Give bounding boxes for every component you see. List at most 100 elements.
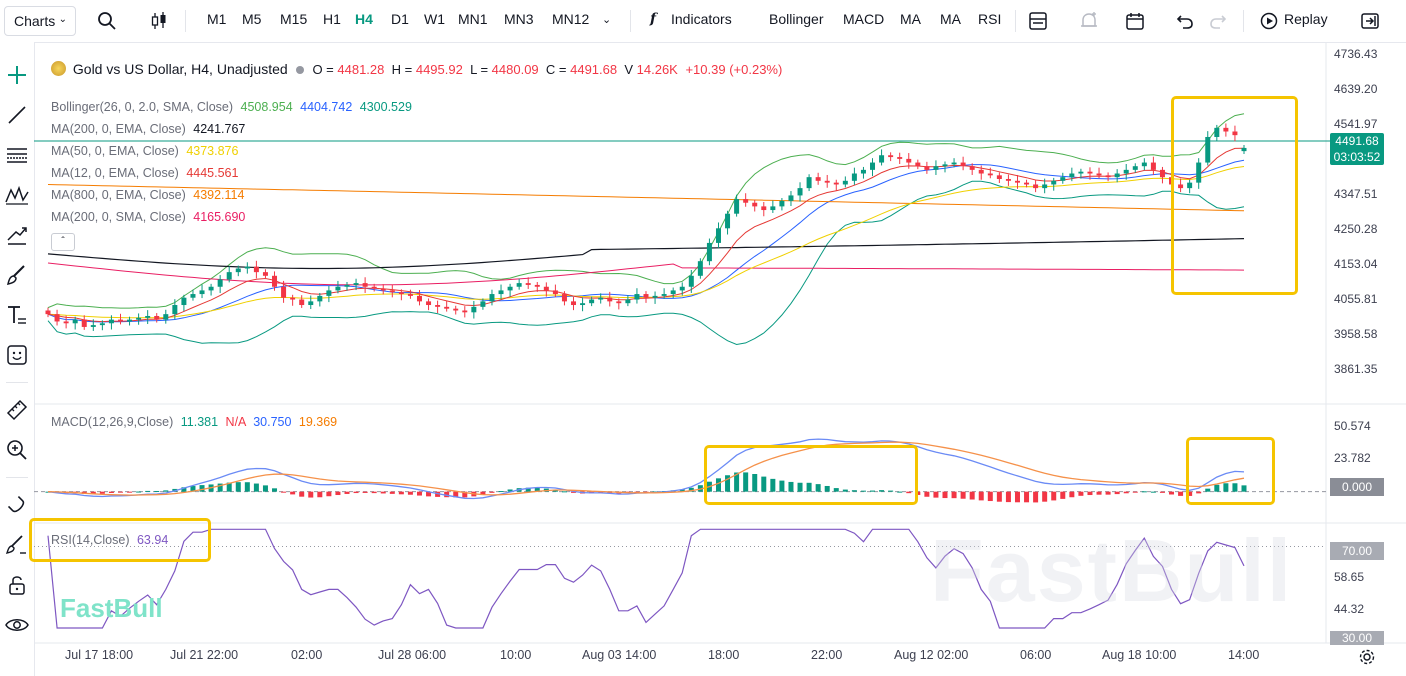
toolbar-divider bbox=[630, 10, 631, 32]
candle-body bbox=[335, 286, 341, 291]
indicators-button[interactable]: Indicators bbox=[671, 11, 732, 27]
macd-histogram-bar bbox=[1150, 491, 1156, 493]
charts-menu-button[interactable]: Charts ⌄ bbox=[4, 6, 76, 36]
close-value: 4491.68 bbox=[570, 62, 618, 77]
macd-histogram-bar bbox=[924, 491, 930, 497]
macd-histogram-bar bbox=[634, 491, 640, 493]
candle-body bbox=[987, 173, 993, 176]
chart-settings-gear-icon[interactable] bbox=[1358, 648, 1376, 666]
zoom-in-icon[interactable] bbox=[4, 437, 30, 463]
timeframe-mn3[interactable]: MN3 bbox=[504, 11, 534, 27]
candle-body bbox=[734, 199, 740, 214]
macd-histogram-bar bbox=[317, 491, 323, 498]
indicator-legend-ema12[interactable]: MA(12, 0, EMA, Close) 4445.561 bbox=[51, 166, 239, 180]
macd-histogram-bar bbox=[380, 491, 386, 494]
eraser-brush-icon[interactable] bbox=[4, 532, 30, 558]
macd-histogram-bar bbox=[534, 487, 540, 492]
candle-body bbox=[915, 162, 921, 167]
candle-body bbox=[489, 294, 495, 302]
timeframe-mn1[interactable]: MN1 bbox=[458, 11, 488, 27]
candle-body bbox=[1132, 166, 1138, 170]
candle-body bbox=[136, 317, 142, 320]
timeframe-w1[interactable]: W1 bbox=[424, 11, 445, 27]
indicator-legend-ema50[interactable]: MA(50, 0, EMA, Close) 4373.876 bbox=[51, 144, 239, 158]
ruler-icon[interactable] bbox=[4, 397, 30, 423]
indicator-legend-sma200[interactable]: MA(200, 0, SMA, Close) 4165.690 bbox=[51, 210, 246, 224]
macd-histogram-bar bbox=[1132, 491, 1138, 493]
lock-icon[interactable] bbox=[4, 572, 30, 598]
rsi-legend[interactable]: RSI(14,Close) 63.94 bbox=[51, 533, 169, 547]
macd-histogram-bar bbox=[652, 491, 658, 493]
alert-icon[interactable] bbox=[1078, 10, 1100, 32]
undo-icon[interactable] bbox=[1175, 11, 1195, 31]
indicator-bollinger-button[interactable]: Bollinger bbox=[769, 11, 824, 27]
candle-body bbox=[290, 297, 296, 300]
collapse-legend-button[interactable]: ˆ bbox=[51, 233, 75, 251]
symbol-title: Gold vs US Dollar, H4, Unadjusted bbox=[72, 61, 288, 77]
indicator-ma-button[interactable]: MA bbox=[900, 11, 921, 27]
timeframe-more-chevron-icon[interactable]: ⌄ bbox=[602, 14, 612, 26]
macd-histogram-bar bbox=[679, 489, 685, 492]
macd-histogram-bar bbox=[969, 491, 975, 500]
macd-histogram-bar bbox=[72, 491, 78, 494]
fib-retracement-icon[interactable] bbox=[4, 142, 30, 168]
trend-line-icon[interactable] bbox=[4, 102, 30, 128]
calendar-icon[interactable] bbox=[1124, 10, 1146, 32]
indicator-ma-button-2[interactable]: MA bbox=[940, 11, 961, 27]
macd-histogram-bar bbox=[335, 491, 341, 496]
macd-histogram-bar bbox=[235, 482, 241, 492]
crosshair-icon[interactable] bbox=[4, 62, 30, 88]
visibility-eye-icon[interactable] bbox=[4, 612, 30, 638]
text-tool-icon[interactable] bbox=[4, 302, 30, 328]
redo-icon[interactable] bbox=[1208, 11, 1228, 31]
candle-body bbox=[978, 169, 984, 174]
change-value: +10.39 (+0.23%) bbox=[685, 62, 783, 77]
timeframe-d1[interactable]: D1 bbox=[391, 11, 409, 27]
timeframe-h1[interactable]: H1 bbox=[323, 11, 341, 27]
candlestick-type-icon[interactable] bbox=[148, 10, 170, 32]
candle-body bbox=[380, 288, 386, 291]
search-icon[interactable] bbox=[97, 11, 117, 31]
timeframe-m5[interactable]: M5 bbox=[242, 11, 262, 27]
indicator-rsi-button[interactable]: RSI bbox=[978, 11, 1002, 27]
candle-body bbox=[697, 261, 703, 276]
timeframe-m1[interactable]: M1 bbox=[207, 11, 227, 27]
replay-icon[interactable] bbox=[1259, 11, 1279, 31]
gold-coin-icon bbox=[51, 61, 66, 76]
indicator-legend-bollinger[interactable]: Bollinger(26, 0, 2.0, SMA, Close) 4508.9… bbox=[51, 100, 412, 114]
replay-button[interactable]: Replay bbox=[1284, 11, 1328, 27]
toolbar-divider bbox=[1243, 10, 1244, 32]
rsi-axis-label: 44.32 bbox=[1334, 602, 1365, 616]
candle-body bbox=[607, 297, 613, 302]
macd-histogram-bar bbox=[960, 491, 966, 499]
indicator-legend-ema200[interactable]: MA(200, 0, EMA, Close) 4241.767 bbox=[51, 122, 246, 136]
volume-label: V bbox=[624, 62, 634, 77]
macd-legend[interactable]: MACD(12,26,9,Close) 11.381 N/A 30.750 19… bbox=[51, 415, 338, 429]
macd-histogram-bar bbox=[199, 485, 205, 492]
layout-icon[interactable] bbox=[1028, 11, 1048, 31]
timeframe-mn12[interactable]: MN12 bbox=[552, 11, 590, 27]
indicator-macd-button[interactable]: MACD bbox=[843, 11, 885, 27]
indicator-legend-ema800[interactable]: MA(800, 0, EMA, Close) 4392.114 bbox=[51, 188, 245, 202]
candle-body bbox=[299, 299, 305, 306]
macd-pane bbox=[34, 438, 1326, 503]
pattern-icon[interactable] bbox=[4, 182, 30, 208]
candle-body bbox=[543, 286, 549, 291]
toolbar-divider bbox=[1015, 10, 1016, 32]
macd-histogram-bar bbox=[1060, 491, 1066, 499]
timeframe-h4[interactable]: H4 bbox=[355, 11, 373, 27]
macd-histogram-bar bbox=[1169, 491, 1175, 495]
emoji-icon[interactable] bbox=[4, 342, 30, 368]
magnet-icon[interactable] bbox=[4, 492, 30, 518]
timeframe-m15[interactable]: M15 bbox=[280, 11, 308, 27]
brush-icon[interactable] bbox=[4, 262, 30, 288]
macd-histogram-bar bbox=[589, 491, 595, 494]
candle-body bbox=[725, 213, 731, 229]
collapse-panel-icon[interactable] bbox=[1360, 11, 1380, 31]
high-label: H = bbox=[391, 62, 413, 77]
candle-body bbox=[444, 306, 450, 309]
macd-histogram-bar bbox=[697, 485, 703, 492]
prediction-icon[interactable] bbox=[4, 222, 30, 248]
macd-histogram-bar bbox=[1114, 491, 1120, 495]
macd-histogram-bar bbox=[688, 487, 694, 492]
